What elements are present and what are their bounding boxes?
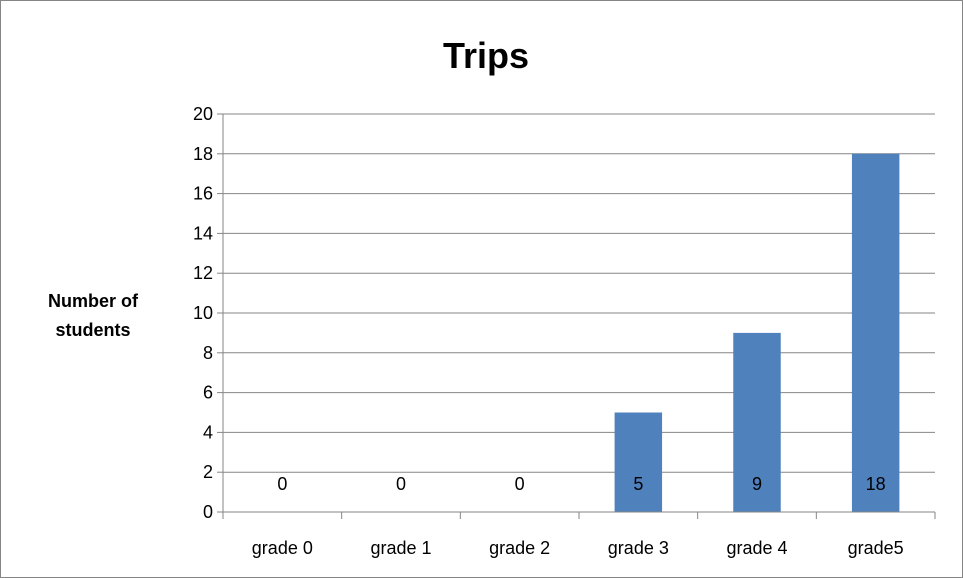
x-tick-label: grade 2: [489, 538, 550, 558]
y-tick-label: 12: [193, 263, 213, 283]
bar: [733, 332, 781, 512]
y-tick-label: 16: [193, 184, 213, 204]
y-tick-label: 20: [193, 104, 213, 124]
x-tick-label: grade 0: [252, 538, 313, 558]
y-tick-label: 14: [193, 223, 213, 243]
data-labels: 0 0 0 5 9 18: [277, 474, 885, 494]
x-tick-label: grade5: [848, 538, 904, 558]
y-tick-label: 10: [193, 303, 213, 323]
chart-title: Trips: [443, 35, 529, 76]
y-axis-label-line-2: students: [55, 320, 130, 340]
bar: [851, 153, 900, 513]
y-tick-label: 4: [203, 422, 213, 442]
data-label: 18: [866, 474, 886, 494]
gridlines: [223, 113, 935, 473]
data-label: 9: [752, 474, 762, 494]
data-label: 0: [515, 474, 525, 494]
x-tick-labels: grade 0 grade 1 grade 2 grade 3 grade 4 grade…: [252, 538, 904, 558]
x-tick-label: grade 1: [370, 538, 431, 558]
x-tick-label: grade 3: [608, 538, 669, 558]
y-tick-label: 8: [203, 343, 213, 363]
y-tick-label: 6: [203, 383, 213, 403]
y-axis-label-line-1: Number of: [48, 291, 139, 311]
x-tick-label: grade 4: [726, 538, 787, 558]
axes: [217, 113, 936, 519]
bar: [614, 412, 663, 512]
data-label: 0: [277, 474, 287, 494]
data-label: 5: [633, 474, 643, 494]
y-tick-labels: 0 2 4 6 8 10 12 14 16 18 20: [193, 104, 213, 522]
bars: [614, 153, 900, 513]
data-label: 0: [396, 474, 406, 494]
y-tick-label: 2: [203, 462, 213, 482]
y-tick-label: 18: [193, 144, 213, 164]
y-tick-label: 0: [203, 502, 213, 522]
